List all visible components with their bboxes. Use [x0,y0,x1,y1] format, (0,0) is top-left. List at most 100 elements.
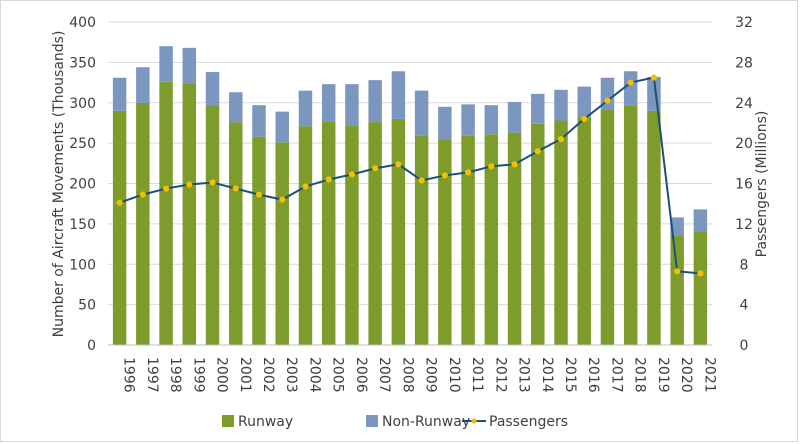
bar-non-runway [345,84,359,126]
x-tick-label: 1997 [144,357,160,393]
x-tick-label: 2016 [585,357,601,393]
bar-non-runway [670,217,684,236]
bar-runway [345,125,359,345]
x-tick-label: 2011 [469,357,485,393]
x-tick-label: 2009 [423,357,439,393]
bar-non-runway [414,90,429,136]
bar-non-runway [275,111,289,143]
passengers-point [186,181,193,188]
bars [112,46,708,346]
passengers-point [116,199,123,206]
y2-tick-label: 28 [735,55,753,71]
bar-non-runway [298,90,313,127]
y2-tick-label: 20 [735,136,753,152]
passengers-point [418,177,425,184]
passengers-point [604,97,611,104]
bar-runway [531,123,545,346]
legend-label-passengers: Passengers [489,414,568,430]
y-tick-label: 250 [69,136,96,152]
right-axis-ticks: 0 4 8 12 16 20 24 28 32 [735,15,753,354]
y-tick-label: 50 [78,298,96,314]
passengers-point [488,163,495,170]
bar-non-runway [112,77,127,111]
passengers-point [464,169,472,176]
bar-non-runway [391,71,406,119]
gridlines [108,21,712,306]
x-tick-label: 2021 [701,357,717,393]
passengers-point [511,161,518,168]
x-tick-label: 1999 [190,357,206,393]
x-tick-label: 2000 [214,357,230,393]
passengers-point [534,148,541,155]
passengers-point [674,268,681,275]
x-tick-label: 2006 [353,357,369,393]
y2-tick-label: 0 [740,338,749,354]
bar-runway [321,121,336,345]
passengers-point [232,185,239,192]
x-tick-label: 2010 [446,357,462,393]
x-tick-label: 2020 [678,357,694,393]
y-tick-label: 350 [69,55,96,71]
bar-non-runway [438,106,452,140]
bar-runway [159,81,173,345]
passengers-point [209,179,216,186]
passengers-point [627,79,634,86]
bar-non-runway [554,89,568,121]
bar-runway [205,105,220,345]
legend-label-runway: Runway [238,414,293,430]
passengers-point [372,165,379,172]
bar-runway [414,135,429,345]
bar-non-runway [252,105,266,137]
x-tick-label: 2019 [655,357,671,393]
x-tick-label: 2014 [539,357,555,393]
y2-tick-label: 8 [740,257,749,273]
x-tick-label: 2017 [608,357,624,393]
x-tick-label: 2012 [492,357,508,393]
bar-non-runway [484,105,499,135]
passengers-line-path [119,76,701,275]
bar-runway [623,105,638,345]
left-axis-ticks: 0 50 100 150 200 250 300 350 400 [69,15,96,354]
passengers-point [279,196,286,203]
bar-non-runway [159,46,173,82]
bar-runway [600,110,615,345]
y-tick-label: 300 [69,96,96,112]
passengers-point [697,270,704,277]
bar-runway [229,122,243,345]
legend-label-non-runway: Non-Runway [382,414,470,430]
y2-tick-label: 12 [735,217,753,233]
legend-swatch-runway [222,415,234,427]
bar-non-runway [182,47,197,84]
bar-non-runway [368,80,382,123]
passengers-point [255,191,263,198]
bar-non-runway [321,84,336,122]
x-tick-label: 1996 [121,357,137,393]
bar-runway [298,126,313,345]
passengers-point [348,171,356,178]
x-tick-label: 2015 [562,357,578,393]
bar-non-runway [461,104,475,136]
bar-runway [112,110,127,345]
bar-non-runway [623,71,638,106]
bar-runway [647,110,661,345]
bar-runway [252,136,266,345]
bar-non-runway [229,92,243,123]
y2-tick-label: 4 [740,298,749,314]
bar-runway [484,134,499,345]
bar-runway [368,122,382,345]
bar-runway [577,117,591,345]
bar-runway [438,139,452,345]
bar-runway [461,135,475,345]
bar-runway [275,142,289,345]
bar-non-runway [205,72,220,106]
passengers-line [116,74,704,277]
y-tick-label: 100 [69,257,96,273]
y-tick-label: 150 [69,217,96,233]
legend: Runway Non-Runway Passengers [222,414,568,430]
passengers-point [139,191,146,198]
y-tick-label: 0 [87,338,96,354]
y-tick-label: 400 [69,15,96,31]
passengers-point [325,176,332,183]
bar-runway [136,102,150,345]
x-tick-label: 2007 [376,357,392,393]
